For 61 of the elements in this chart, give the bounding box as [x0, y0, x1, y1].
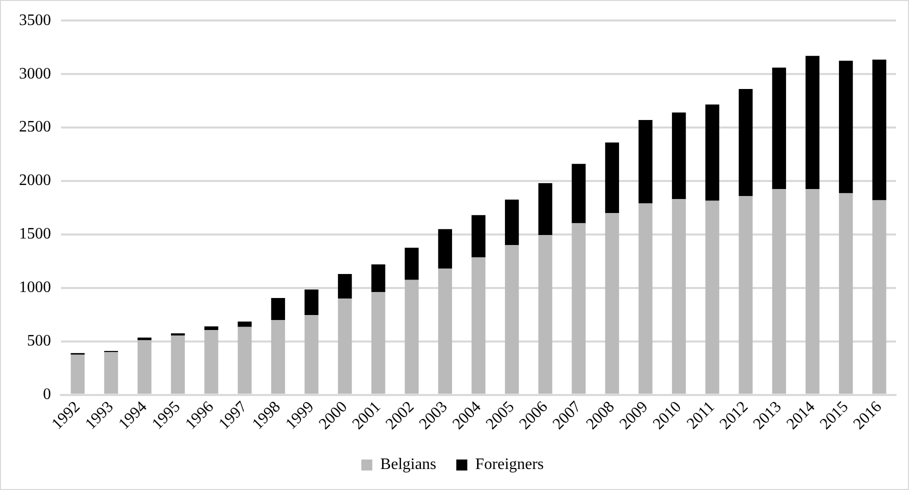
x-tick-label: 1999	[282, 398, 318, 434]
bar	[304, 289, 318, 316]
bar	[638, 203, 652, 394]
y-tick-label: 2000	[19, 172, 51, 190]
bar	[371, 264, 386, 292]
bar	[705, 200, 720, 394]
bar	[738, 196, 753, 394]
bar	[806, 56, 820, 189]
bar	[806, 188, 820, 394]
bar	[672, 112, 686, 200]
bar	[472, 215, 486, 258]
bar	[504, 245, 519, 394]
bar	[338, 298, 352, 394]
bar	[605, 142, 620, 214]
bar	[438, 268, 452, 394]
bar	[338, 274, 352, 299]
bar	[772, 68, 786, 189]
bar	[371, 292, 386, 394]
y-tick-label: 2500	[19, 118, 51, 136]
y-tick-label: 0	[43, 386, 51, 403]
y-tick-label: 3500	[19, 12, 51, 29]
bar	[104, 352, 118, 394]
bar	[438, 229, 452, 269]
bar	[271, 320, 286, 394]
bar	[738, 89, 753, 196]
bar	[404, 248, 419, 280]
y-tick-label: 1500	[19, 226, 51, 243]
bar	[605, 213, 620, 394]
bar	[271, 298, 286, 320]
bar	[538, 183, 552, 235]
bar	[638, 120, 652, 204]
bar	[238, 326, 252, 394]
bar	[504, 200, 519, 246]
bar	[838, 193, 853, 394]
y-tick-label: 1000	[19, 279, 51, 296]
bar	[705, 104, 720, 201]
bar	[838, 60, 853, 194]
legend-label: Belgians	[380, 456, 436, 474]
bar	[204, 326, 218, 330]
bar	[70, 354, 85, 394]
bar	[538, 234, 552, 394]
bar	[170, 335, 185, 394]
y-tick-label: 500	[27, 332, 51, 350]
bar	[872, 60, 886, 200]
y-tick-label: 3000	[19, 65, 51, 82]
bar	[238, 322, 252, 327]
bar	[404, 280, 419, 394]
bar	[472, 257, 486, 394]
bar	[304, 315, 318, 394]
bar	[138, 340, 152, 394]
bar	[772, 188, 786, 394]
bar	[572, 223, 586, 394]
bar	[204, 330, 218, 394]
bar	[872, 200, 886, 394]
bar	[672, 199, 686, 394]
x-tick-label: 2011	[684, 398, 718, 433]
bar	[572, 164, 586, 224]
legend-label: Foreigners	[475, 456, 544, 474]
bar	[138, 338, 152, 340]
x-tick-label: 2001	[349, 398, 384, 434]
x-tick-label: 1992	[48, 398, 84, 434]
